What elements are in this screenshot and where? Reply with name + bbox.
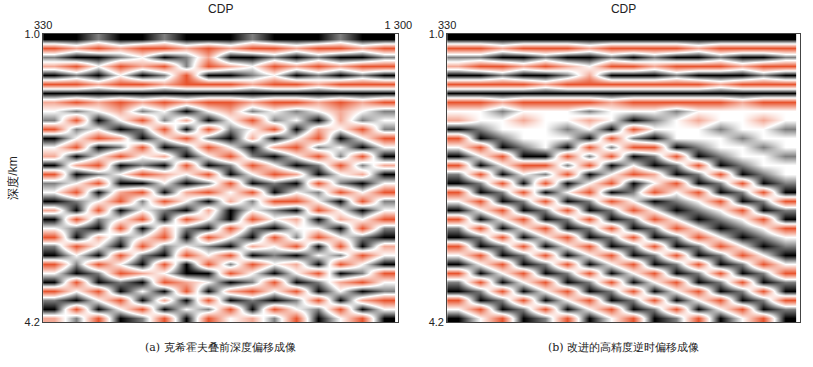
svg-text:CDP: CDP (208, 2, 233, 16)
svg-text:330: 330 (438, 19, 456, 31)
svg-text:CDP: CDP (611, 2, 636, 16)
svg-text:4.2: 4.2 (25, 316, 40, 328)
svg-text:1 300: 1 300 (385, 19, 413, 31)
svg-text:深度/km: 深度/km (6, 156, 20, 199)
svg-text:(a) 克希霍夫叠前深度偏移成像: (a) 克希霍夫叠前深度偏移成像 (145, 341, 296, 354)
svg-text:4.2: 4.2 (429, 316, 444, 328)
svg-text:1.0: 1.0 (429, 28, 444, 40)
svg-text:(b) 改进的高精度逆时偏移成像: (b) 改进的高精度逆时偏移成像 (548, 341, 699, 354)
svg-text:330: 330 (34, 19, 52, 31)
svg-text:1.0: 1.0 (25, 28, 40, 40)
